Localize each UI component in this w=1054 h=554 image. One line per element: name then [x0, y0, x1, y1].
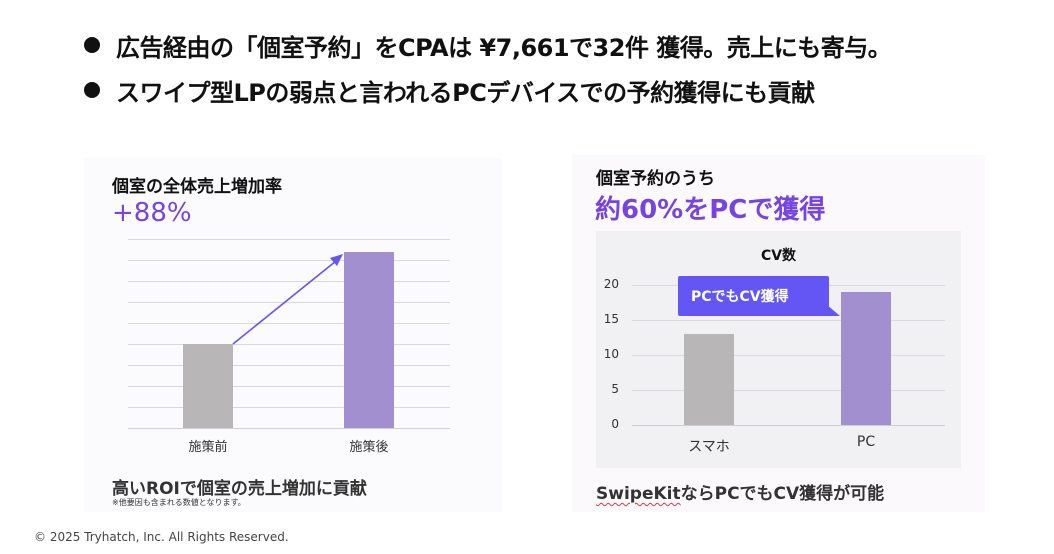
pc-cv-callout: PCでもCV獲得: [678, 276, 829, 316]
callout-tail-icon: [826, 304, 840, 316]
gridline: [128, 365, 450, 366]
y-tick-label: 10: [603, 347, 619, 361]
x-label-smartphone: スマホ: [688, 439, 730, 455]
gridline: [128, 323, 450, 324]
card-footer-text: 高いROIで個室の売上増加に貢献: [112, 479, 367, 499]
bar-smartphone: [684, 334, 734, 425]
card-title: 個室予約のうち: [596, 169, 715, 189]
bullet-item: スワイプ型LPの弱点と言われるPCデバイスでの予約獲得にも貢献: [84, 72, 815, 108]
card-footer-text: SwipeKitならPCでもCV獲得が可能: [596, 479, 884, 504]
copyright: © 2025 Tryhatch, Inc. All Rights Reserve…: [34, 530, 289, 544]
y-tick-label: 0: [611, 417, 619, 431]
bar-after: [344, 252, 394, 428]
bar-pc: [841, 292, 891, 425]
x-axis-line: [128, 428, 450, 429]
footer-rest: ならPCでもCV獲得が可能: [680, 484, 885, 504]
brand-name: SwipeKit: [596, 484, 681, 504]
gridline: [632, 320, 945, 321]
gridline: [128, 407, 450, 408]
bullet-dot-icon: [84, 37, 100, 53]
y-tick-label: 20: [603, 277, 619, 291]
bullet-item: 広告経由の「個室予約」をCPAは ¥7,661で32件 獲得。売上にも寄与。: [84, 27, 892, 63]
gridline: [128, 239, 450, 240]
pc-share-card: 個室予約のうち 約60%をPCで獲得 CV数 20 15 10 5 0 PCでも…: [572, 155, 985, 512]
y-tick-label: 15: [603, 312, 619, 326]
gridline: [632, 390, 945, 391]
gridline: [128, 302, 450, 303]
card-title: 個室の全体売上増加率: [112, 177, 282, 197]
x-label-after: 施策後: [349, 440, 389, 455]
growth-rate-highlight: +88%: [112, 198, 192, 228]
gridline: [128, 260, 450, 261]
card-footnote: ※他要因も含まれる数値となります。: [112, 498, 246, 507]
x-axis-line: [632, 425, 945, 426]
chart-title: CV数: [760, 248, 797, 264]
gridline: [128, 281, 450, 282]
pc-share-highlight: 約60%をPCで獲得: [595, 195, 826, 225]
bullet-dot-icon: [84, 82, 100, 98]
x-label-before: 施策前: [188, 440, 228, 455]
sales-growth-card: 個室の全体売上増加率 +88% 施策前 施策後 高いROIで個室の売上増加に貢献…: [84, 158, 502, 512]
y-tick-label: 5: [611, 382, 619, 396]
x-label-pc: PC: [856, 434, 876, 450]
gridline: [128, 386, 450, 387]
bullet-text: スワイプ型LPの弱点と言われるPCデバイスでの予約獲得にも貢献: [116, 78, 815, 107]
gridline: [632, 355, 945, 356]
bullet-text: 広告経由の「個室予約」をCPAは ¥7,661で32件 獲得。売上にも寄与。: [116, 33, 892, 62]
cv-count-chart: CV数 20 15 10 5 0 PCでもCV獲得 スマホ PC: [596, 231, 961, 468]
bar-before: [183, 344, 233, 428]
gridline: [128, 344, 450, 345]
growth-arrow-icon: [232, 254, 343, 345]
